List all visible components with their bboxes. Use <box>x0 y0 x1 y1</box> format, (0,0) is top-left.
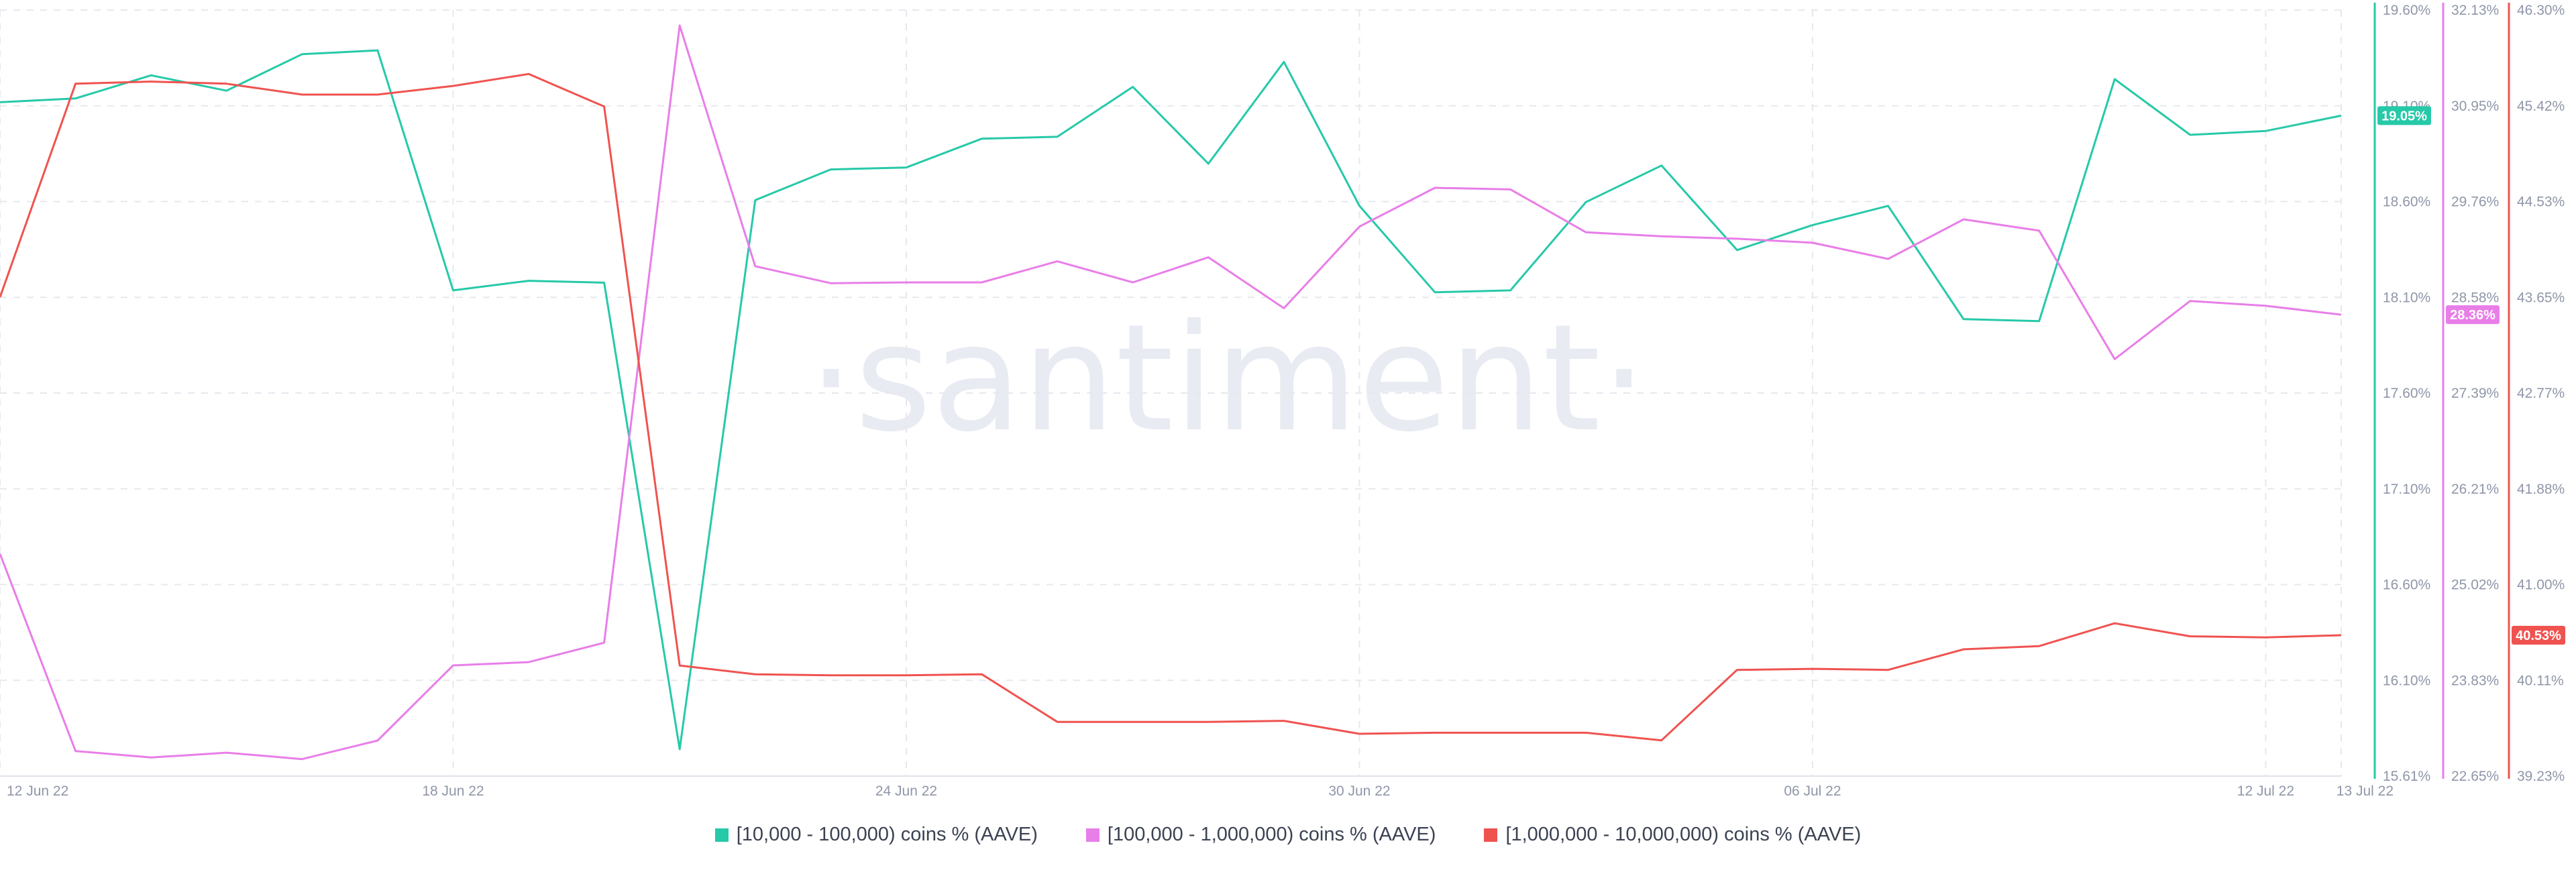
y-tick-label-series-2: 25.02% <box>2451 578 2499 593</box>
legend-item-series-2[interactable]: [100,000 - 1,000,000) coins % (AAVE) <box>1085 824 1436 846</box>
legend-label-series-3: [1,000,000 - 10,000,000) coins % (AAVE) <box>1505 824 1862 845</box>
y-tick-label-series-1: 16.60% <box>2383 578 2430 593</box>
axes: 12 Jun 22 18 Jun 22 24 Jun 22 30 Jun 22 06 J… <box>0 3 2565 799</box>
x-tick-label: 13 Jul 22 <box>2337 783 2394 799</box>
series-line-1 <box>0 49 2342 751</box>
series-layer <box>0 24 2342 761</box>
x-tick-label: 24 Jun 22 <box>875 783 937 799</box>
x-tick-label: 18 Jun 22 <box>422 783 484 799</box>
y-tick-label-series-2: 29.76% <box>2451 195 2499 210</box>
x-tick-label: 06 Jul 22 <box>1784 783 1841 799</box>
legend-swatch-series-1 <box>714 828 729 842</box>
series-line-2 <box>0 24 2342 761</box>
y-tick-label-series-2: 32.13% <box>2451 3 2499 18</box>
x-tick-label: 12 Jun 22 <box>7 783 68 799</box>
last-value-label-series-1: 19.05% <box>2381 109 2427 123</box>
legend-item-series-3[interactable]: [1,000,000 - 10,000,000) coins % (AAVE) <box>1484 824 1861 846</box>
y-tick-label-series-1: 18.60% <box>2383 195 2430 210</box>
last-value-badge-series-1 <box>2377 106 2431 125</box>
y-tick-label-series-3: 40.11% <box>2517 673 2564 688</box>
x-tick-label: 12 Jul 22 <box>2237 783 2294 799</box>
y-tick-label-series-2: 27.39% <box>2451 386 2499 401</box>
legend-label-series-2: [100,000 - 1,000,000) coins % (AAVE) <box>1107 824 1436 845</box>
y-tick-label-series-1: 19.60% <box>2383 3 2430 18</box>
santiment-watermark: ·santiment· <box>808 292 1647 464</box>
legend-label-series-1: [10,000 - 100,000) coins % (AAVE) <box>736 824 1038 845</box>
y-tick-label-series-3: 46.30% <box>2517 3 2565 18</box>
y-tick-label-series-1: 17.60% <box>2383 386 2430 401</box>
y-tick-label-series-2: 22.65% <box>2451 769 2499 784</box>
legend: [10,000 - 100,000) coins % (AAVE) [100,0… <box>0 824 2576 846</box>
last-value-badge-series-3 <box>2512 626 2565 645</box>
y-tick-label-series-1: 15.61% <box>2383 769 2430 784</box>
y-tick-label-series-3: 45.42% <box>2517 99 2565 114</box>
y-tick-label-series-2: 28.58% <box>2451 290 2499 305</box>
y-tick-label-series-3: 42.77% <box>2517 386 2565 401</box>
y-tick-label-series-1: 16.10% <box>2383 673 2430 688</box>
last-value-badges: 19.05% 28.36% 40.53% <box>2377 106 2565 645</box>
legend-swatch-series-3 <box>1484 828 1498 842</box>
last-value-label-series-2: 28.36% <box>2450 308 2496 323</box>
legend-swatch-series-2 <box>1085 828 1099 842</box>
y-tick-label-series-1: 18.10% <box>2383 290 2430 305</box>
y-tick-label-series-3: 39.23% <box>2517 769 2565 784</box>
y-tick-label-series-3: 41.00% <box>2517 578 2565 593</box>
y-tick-label-series-3: 41.88% <box>2517 482 2565 497</box>
y-tick-label-series-2: 26.21% <box>2451 482 2499 497</box>
legend-item-series-1[interactable]: [10,000 - 100,000) coins % (AAVE) <box>714 824 1038 846</box>
y-tick-label-series-2: 23.83% <box>2451 673 2499 688</box>
last-value-label-series-3: 40.53% <box>2516 629 2561 643</box>
y-tick-label-series-1: 17.10% <box>2383 482 2430 497</box>
y-tick-label-series-3: 44.53% <box>2517 195 2565 210</box>
y-tick-label-series-3: 43.65% <box>2517 290 2565 305</box>
y-tick-label-series-2: 30.95% <box>2451 99 2499 114</box>
series-line-3 <box>0 72 2342 742</box>
last-value-badge-series-2 <box>2446 305 2500 325</box>
x-tick-label: 30 Jun 22 <box>1328 783 1390 799</box>
